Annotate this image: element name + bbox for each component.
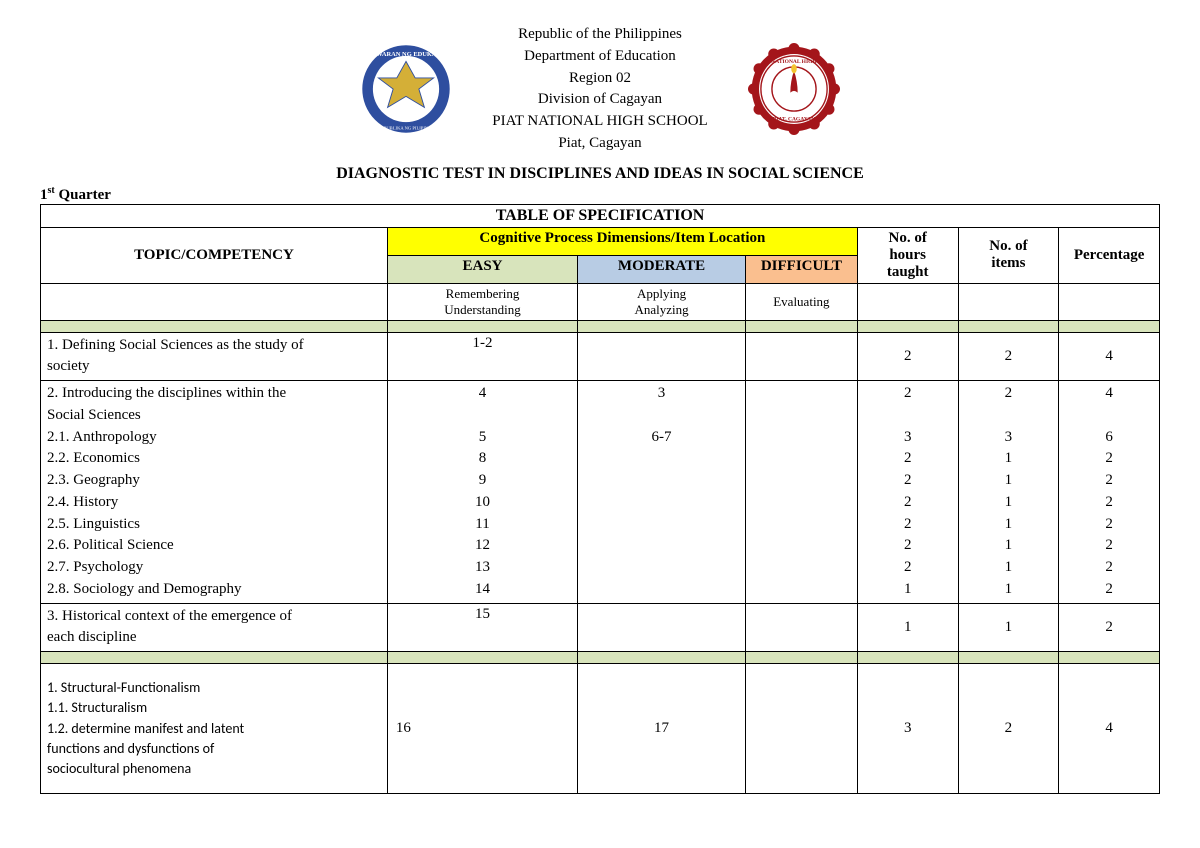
header-line: Division of Cagayan <box>492 89 707 111</box>
pct-cell: 4 <box>1059 664 1160 794</box>
document-header: KAGAWARAN NG EDUKASYON REPUBLIKA NG PILI… <box>40 24 1160 155</box>
table-row: 1. Defining Social Sciences as the study… <box>41 332 1160 381</box>
hours-cell: 3 <box>857 664 958 794</box>
topic-cell: 3. Historical context of the emergence o… <box>41 603 388 652</box>
header-line: Department of Education <box>492 46 707 68</box>
svg-text:KAGAWARAN NG EDUKASYON: KAGAWARAN NG EDUKASYON <box>360 51 452 58</box>
topic-cell: 1. Defining Social Sciences as the study… <box>41 332 388 381</box>
quarter-label: 1st Quarter <box>40 185 1160 204</box>
easy-cell: 4 5 8 9 10 11 12 13 14 <box>387 381 577 604</box>
moderate-cell: 3 6-7 <box>578 381 746 604</box>
pct-cell: 2 <box>1059 603 1160 652</box>
school-seal-icon: NATIONAL HIGH PIAT, CAGAYAN <box>748 43 840 135</box>
spacer-row <box>41 652 1160 664</box>
moderate-header: MODERATE <box>578 255 746 283</box>
cpd-header: Cognitive Process Dimensions/Item Locati… <box>387 227 857 255</box>
items-cell: 2 <box>958 332 1059 381</box>
spacer-row <box>41 320 1160 332</box>
document-title: DIAGNOSTIC TEST IN DISCIPLINES AND IDEAS… <box>40 165 1160 183</box>
moderate-cell: 17 <box>578 664 746 794</box>
specification-table: TABLE OF SPECIFICATION TOPIC/COMPETENCY … <box>40 204 1160 795</box>
hours-cell: 2 3 2 2 2 2 2 2 1 <box>857 381 958 604</box>
hours-cell: 1 <box>857 603 958 652</box>
moderate-subheader: ApplyingAnalyzing <box>578 283 746 320</box>
svg-text:NATIONAL HIGH: NATIONAL HIGH <box>771 59 817 65</box>
header-row-1: TOPIC/COMPETENCY Cognitive Process Dimen… <box>41 227 1160 255</box>
header-line: Republic of the Philippines <box>492 24 707 46</box>
hours-header: No. of hours taught <box>857 227 958 283</box>
table-row: 1. Structural-Functionalism 1.1. Structu… <box>41 664 1160 794</box>
difficult-header: DIFFICULT <box>745 255 857 283</box>
topic-header: TOPIC/COMPETENCY <box>41 227 388 283</box>
difficult-subheader: Evaluating <box>745 283 857 320</box>
table-row: 3. Historical context of the emergence o… <box>41 603 1160 652</box>
header-text-block: Republic of the Philippines Department o… <box>492 24 707 155</box>
easy-cell: 16 <box>387 664 577 794</box>
table-row: 2. Introducing the disciplines within th… <box>41 381 1160 604</box>
easy-cell: 1-2 <box>387 332 577 381</box>
easy-subheader: RememberingUnderstanding <box>387 283 577 320</box>
sub-header-row: RememberingUnderstanding ApplyingAnalyzi… <box>41 283 1160 320</box>
svg-text:REPUBLIKA NG PILIPINAS: REPUBLIKA NG PILIPINAS <box>378 126 435 131</box>
hours-cell: 2 <box>857 332 958 381</box>
topic-cell: 2. Introducing the disciplines within th… <box>41 381 388 604</box>
pct-cell: 4 6 2 2 2 2 2 2 2 <box>1059 381 1160 604</box>
items-header: No. of items <box>958 227 1059 283</box>
svg-text:PIAT, CAGAYAN: PIAT, CAGAYAN <box>773 117 815 123</box>
deped-seal-icon: KAGAWARAN NG EDUKASYON REPUBLIKA NG PILI… <box>360 43 452 135</box>
percentage-header: Percentage <box>1059 227 1160 283</box>
easy-header: EASY <box>387 255 577 283</box>
table-title: TABLE OF SPECIFICATION <box>41 204 1160 227</box>
header-line: PIAT NATIONAL HIGH SCHOOL <box>492 111 707 133</box>
items-cell: 2 <box>958 664 1059 794</box>
easy-cell: 15 <box>387 603 577 652</box>
header-line: Region 02 <box>492 68 707 90</box>
items-cell: 1 <box>958 603 1059 652</box>
items-cell: 2 3 1 1 1 1 1 1 1 <box>958 381 1059 604</box>
topic-cell: 1. Structural-Functionalism 1.1. Structu… <box>41 664 388 794</box>
table-title-row: TABLE OF SPECIFICATION <box>41 204 1160 227</box>
pct-cell: 4 <box>1059 332 1160 381</box>
header-line: Piat, Cagayan <box>492 133 707 155</box>
